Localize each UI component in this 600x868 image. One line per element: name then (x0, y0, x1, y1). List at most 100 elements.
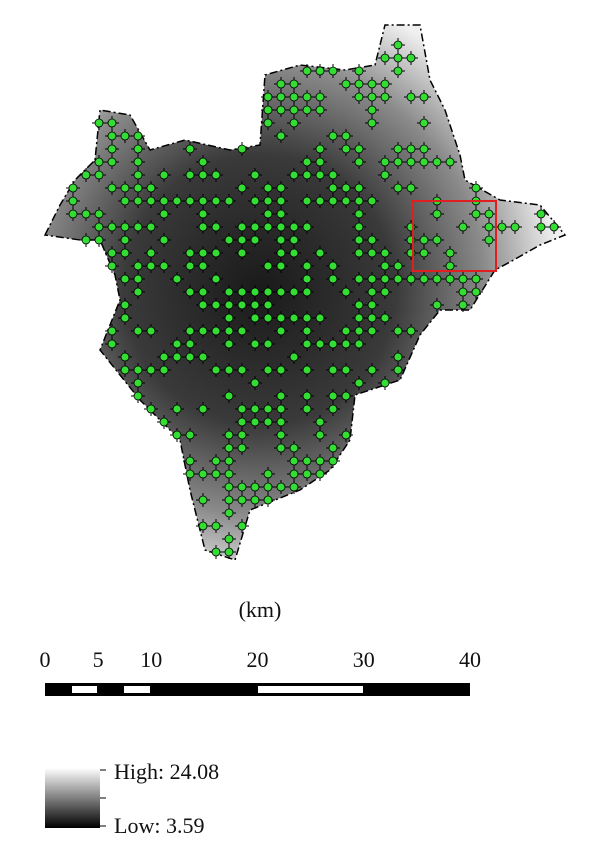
sample-point (365, 311, 379, 325)
sample-point (274, 389, 288, 403)
sample-point (339, 285, 353, 299)
point-dot (250, 287, 260, 297)
sample-point (274, 246, 288, 260)
sample-point (326, 389, 340, 403)
sample-point (287, 116, 301, 130)
sample-point (183, 285, 197, 299)
sample-point (183, 168, 197, 182)
sample-point (248, 493, 262, 507)
point-dot (393, 40, 403, 50)
point-dot (237, 495, 247, 505)
point-dot (328, 170, 338, 180)
sample-point (365, 246, 379, 260)
sample-point (118, 129, 132, 143)
sample-point (300, 64, 314, 78)
sample-point (365, 272, 379, 286)
sample-point (352, 64, 366, 78)
sample-point (183, 259, 197, 273)
point-dot (263, 222, 273, 232)
point-dot (367, 118, 377, 128)
point-dot (120, 196, 130, 206)
point-dot (276, 313, 286, 323)
point-dot (315, 170, 325, 180)
point-dot (471, 209, 481, 219)
point-dot (224, 339, 234, 349)
point-dot (198, 300, 208, 310)
sample-point (352, 194, 366, 208)
point-dot (133, 326, 143, 336)
point-dot (354, 339, 364, 349)
point-dot (276, 248, 286, 258)
sample-point (365, 103, 379, 117)
sample-point (222, 324, 236, 338)
sample-point (196, 402, 210, 416)
sample-point (300, 337, 314, 351)
sample-point (326, 363, 340, 377)
sample-point (534, 207, 548, 221)
point-dot (133, 144, 143, 154)
sample-point (131, 181, 145, 195)
sample-point (235, 363, 249, 377)
sample-point (313, 155, 327, 169)
sample-point (196, 467, 210, 481)
sample-point (209, 168, 223, 182)
point-dot (224, 391, 234, 401)
sample-point (196, 168, 210, 182)
point-dot (445, 248, 455, 258)
point-dot (276, 131, 286, 141)
point-dot (250, 495, 260, 505)
sample-point (196, 259, 210, 273)
sample-point (209, 363, 223, 377)
sample-point (196, 493, 210, 507)
sample-point (274, 480, 288, 494)
sample-point (183, 454, 197, 468)
point-dot (289, 456, 299, 466)
sample-point (235, 493, 249, 507)
sample-point (196, 246, 210, 260)
point-dot (458, 287, 468, 297)
sample-point (287, 246, 301, 260)
point-dot (549, 222, 559, 232)
point-dot (211, 365, 221, 375)
sample-point (391, 38, 405, 52)
point-dot (159, 196, 169, 206)
point-dot (224, 495, 234, 505)
point-dot (445, 157, 455, 167)
point-dot (289, 248, 299, 258)
sample-point (248, 402, 262, 416)
sample-point (248, 168, 262, 182)
point-dot (185, 326, 195, 336)
point-dot (406, 53, 416, 63)
sample-point (326, 194, 340, 208)
sample-point (300, 467, 314, 481)
sample-point (352, 337, 366, 351)
sample-point (339, 77, 353, 91)
sample-point (261, 415, 275, 429)
point-dot (198, 287, 208, 297)
point-dot (406, 274, 416, 284)
sample-point (79, 168, 93, 182)
sample-point (274, 324, 288, 338)
sample-point (339, 324, 353, 338)
sample-point (183, 194, 197, 208)
sample-point (209, 220, 223, 234)
point-dot (146, 404, 156, 414)
point-dot (276, 326, 286, 336)
point-dot (263, 209, 273, 219)
sample-point (287, 480, 301, 494)
point-dot (120, 365, 130, 375)
sample-point (79, 207, 93, 221)
point-dot (146, 365, 156, 375)
point-dot (250, 417, 260, 427)
point-dot (263, 118, 273, 128)
point-dot (133, 196, 143, 206)
point-dot (146, 326, 156, 336)
sample-point (313, 168, 327, 182)
point-dot (289, 235, 299, 245)
sample-point (274, 259, 288, 273)
sample-point (352, 233, 366, 247)
point-dot (237, 430, 247, 440)
sample-point (235, 402, 249, 416)
point-dot (471, 183, 481, 193)
point-dot (315, 105, 325, 115)
